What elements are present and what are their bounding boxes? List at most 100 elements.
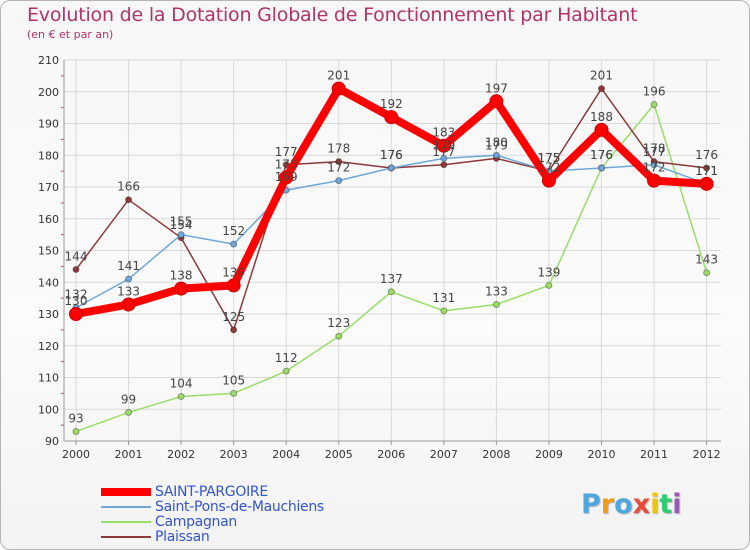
data-label: 99 [121, 392, 136, 406]
data-point [545, 281, 553, 289]
data-label: 201 [590, 69, 613, 83]
data-label: 201 [327, 69, 350, 83]
data-point [335, 158, 343, 166]
data-point [72, 266, 80, 274]
data-label: 139 [537, 265, 560, 279]
x-tick-label: 2011 [640, 448, 668, 461]
data-label: 175 [537, 151, 560, 165]
logo-letter: i [650, 489, 660, 520]
data-label: 192 [380, 97, 403, 111]
data-point [177, 231, 185, 239]
data-point [335, 177, 343, 185]
x-tick-label: 2010 [588, 448, 616, 461]
data-point [125, 408, 133, 416]
y-tick-label: 100 [38, 403, 59, 416]
data-point [440, 154, 448, 162]
data-label: 169 [275, 170, 298, 184]
data-point [177, 393, 185, 401]
data-point [647, 173, 662, 188]
data-label: 154 [170, 218, 193, 232]
data-label: 141 [117, 259, 140, 273]
chart-title: Evolution de la Dotation Globale de Fonc… [27, 4, 638, 26]
data-label: 144 [65, 250, 88, 264]
y-tick-label: 190 [38, 118, 59, 131]
data-label: 176 [590, 148, 613, 162]
data-point [440, 161, 448, 169]
proxiti-logo: Proxiti [581, 489, 682, 520]
data-label: 176 [380, 148, 403, 162]
y-tick-label: 160 [38, 213, 59, 226]
data-label: 176 [695, 148, 718, 162]
data-point [440, 307, 448, 315]
x-tick-label: 2005 [325, 448, 353, 461]
data-point [489, 94, 504, 109]
data-label: 143 [695, 253, 718, 267]
x-tick-label: 2008 [482, 448, 510, 461]
logo-letter: P [581, 489, 601, 520]
data-point [541, 173, 556, 188]
data-label: 130 [65, 294, 88, 308]
y-tick-label: 170 [38, 181, 59, 194]
x-tick-label: 2012 [693, 448, 721, 461]
data-point [492, 151, 500, 159]
data-label: 183 [432, 126, 455, 140]
data-label: 132 [65, 288, 88, 302]
data-point [436, 138, 451, 153]
data-point [230, 240, 238, 248]
data-point [230, 389, 238, 397]
data-label: 105 [222, 373, 245, 387]
legend-swatch-campagnan [101, 521, 151, 523]
legend-swatch-plaissan [101, 536, 151, 538]
y-tick-label: 150 [38, 245, 59, 258]
data-point [594, 122, 609, 137]
data-label: 179 [485, 138, 508, 152]
data-point [331, 81, 346, 96]
data-point [125, 275, 133, 283]
data-label: 172 [643, 161, 666, 175]
data-label: 137 [380, 272, 403, 286]
data-label: 175 [537, 151, 560, 165]
x-tick-label: 2001 [115, 448, 143, 461]
legend-label: Saint-Pons-de-Mauchiens [155, 499, 324, 515]
data-label: 178 [327, 142, 350, 156]
data-label: 172 [537, 161, 560, 175]
data-point [387, 164, 395, 172]
data-label: 180 [485, 135, 508, 149]
logo-letter: o [614, 489, 633, 520]
y-tick-label: 90 [45, 435, 59, 448]
x-tick-label: 2002 [167, 448, 195, 461]
x-tick-label: 2003 [220, 448, 248, 461]
data-point [174, 281, 189, 296]
data-point [230, 326, 238, 334]
data-label: 177 [432, 145, 455, 159]
x-tick-label: 2006 [377, 448, 405, 461]
data-label: 173 [275, 157, 298, 171]
data-label: 179 [432, 138, 455, 152]
data-label: 133 [485, 284, 508, 298]
x-tick-label: 2007 [430, 448, 458, 461]
data-label: 138 [170, 269, 193, 283]
data-label: 188 [590, 110, 613, 124]
data-label: 172 [327, 161, 350, 175]
data-point [125, 196, 133, 204]
data-point [384, 110, 399, 125]
data-label: 131 [432, 291, 455, 305]
data-label: 133 [117, 284, 140, 298]
legend-swatch-saint-pargoire [101, 488, 151, 496]
y-tick-label: 140 [38, 276, 59, 289]
x-tick-label: 2004 [272, 448, 300, 461]
data-point [279, 170, 294, 185]
y-tick-label: 210 [38, 54, 59, 67]
data-label: 139 [222, 265, 245, 279]
x-tick-label: 2000 [62, 448, 90, 461]
data-point [121, 297, 136, 312]
data-label: 171 [695, 164, 718, 178]
data-label: 104 [170, 377, 193, 391]
data-label: 176 [590, 148, 613, 162]
y-tick-label: 110 [38, 372, 59, 385]
logo-letter: x [632, 489, 651, 520]
data-label: 196 [643, 84, 666, 98]
y-tick-label: 180 [38, 149, 59, 162]
